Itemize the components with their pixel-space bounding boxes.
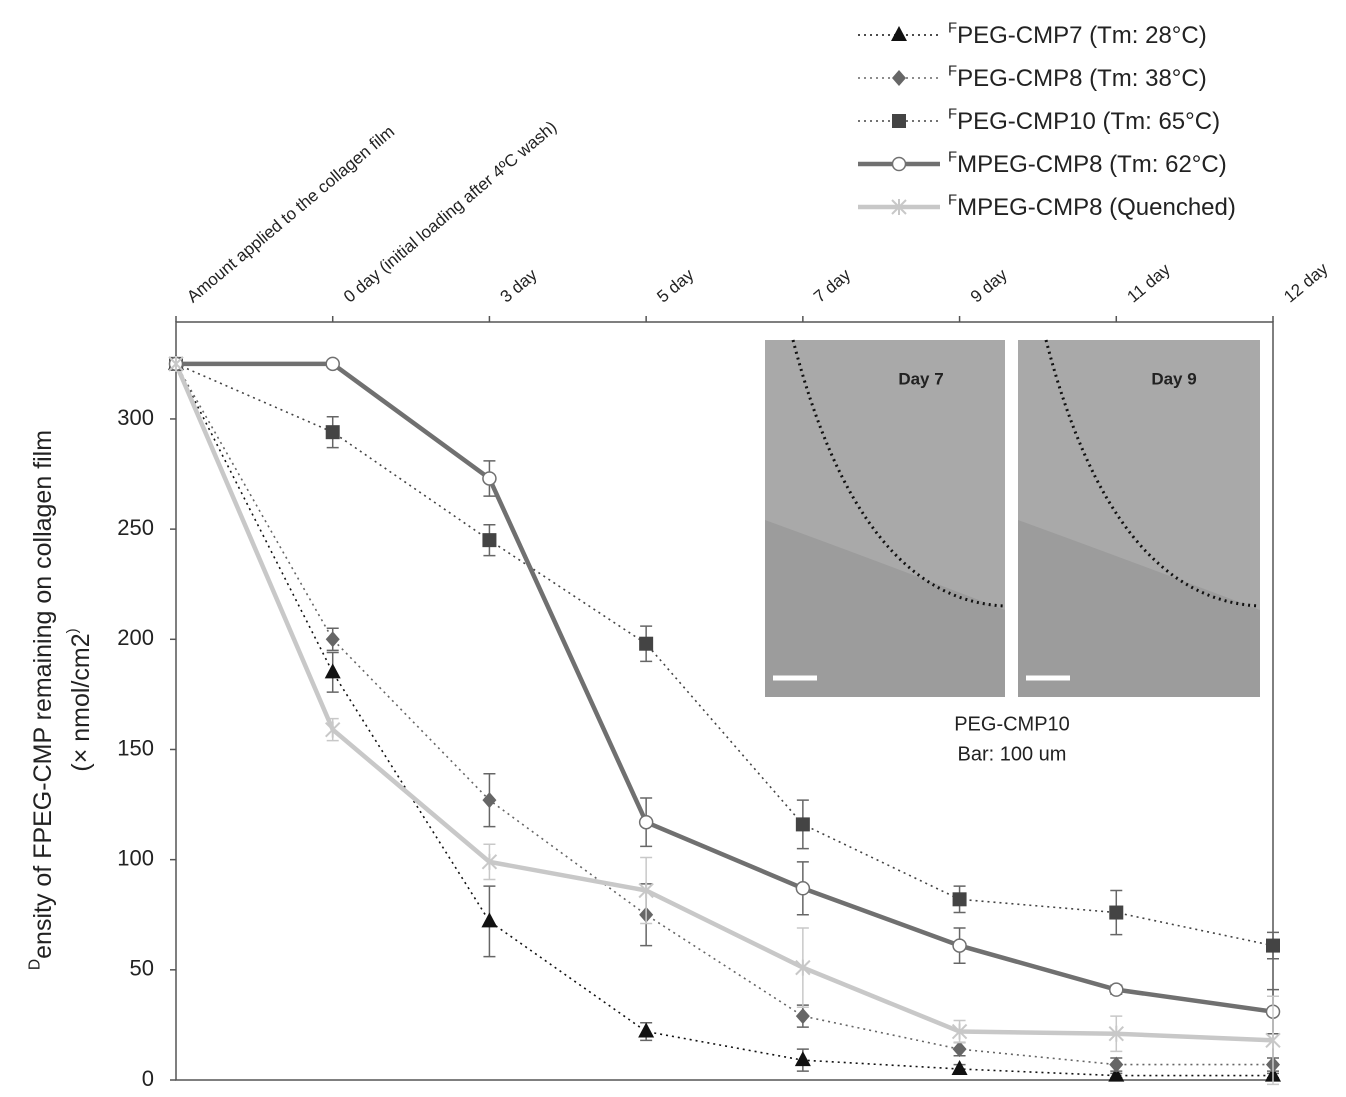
y-tick-label: 150 [117,735,154,760]
y-tick-label: 0 [142,1066,154,1091]
inset-caption: PEG-CMP10 [954,713,1070,735]
x-tick-label: 3 day [497,265,541,307]
x-tick-label: 11 day [1124,260,1175,307]
marker [640,816,653,829]
legend-label: FPEG-CMP10 (Tm: 65°C) [948,107,1220,136]
marker [326,425,340,439]
inset-caption: Bar: 100 um [958,743,1067,765]
legend-label: FMPEG-CMP8 (Tm: 62°C) [948,150,1227,179]
marker [639,637,653,651]
y-tick-label: 250 [117,515,154,540]
legend-label: FPEG-CMP8 (Tm: 38°C) [948,64,1207,93]
marker [483,472,496,485]
x-tick-label: 9 day [967,265,1011,307]
chart: 0 50 100 150 200 250 300 Density of FPEG-CMP re… [0,0,1346,1092]
y-tick-label: 50 [130,956,154,981]
legend-label: FMPEG-CMP8 (Quenched) [948,193,1236,222]
x-tick-label: 5 day [653,265,697,307]
legend-label: FPEG-CMP7 (Tm: 28°C) [948,21,1207,50]
y-tick-label: 200 [117,625,154,650]
marker [482,533,496,547]
marker [326,357,339,370]
marker [325,663,341,678]
marker [796,1008,810,1024]
y-axis-label: (× nmol/cm2) [64,628,95,771]
x-tick-label: 12 day [1280,259,1332,307]
marker [1109,1057,1123,1073]
marker [796,817,810,831]
y-tick-label: 300 [117,405,154,430]
legend-marker [892,114,906,128]
marker [1110,983,1123,996]
marker [953,892,967,906]
marker [326,722,340,738]
marker [953,1041,967,1057]
inset-label: Day 9 [1151,369,1196,388]
legend-marker [892,70,906,86]
x-tick-label: 7 day [810,265,854,307]
legend-marker [891,26,907,41]
y-tick-label: 100 [117,845,154,870]
marker [796,882,809,895]
inset-label: Day 7 [898,369,943,388]
y-axis-label: Density of FPEG-CMP remaining on collage… [26,430,56,970]
marker [952,1060,968,1075]
marker [1109,906,1123,920]
marker [1266,939,1280,953]
legend-marker [893,158,906,171]
marker [953,939,966,952]
marker [638,1023,654,1038]
marker [481,912,497,927]
